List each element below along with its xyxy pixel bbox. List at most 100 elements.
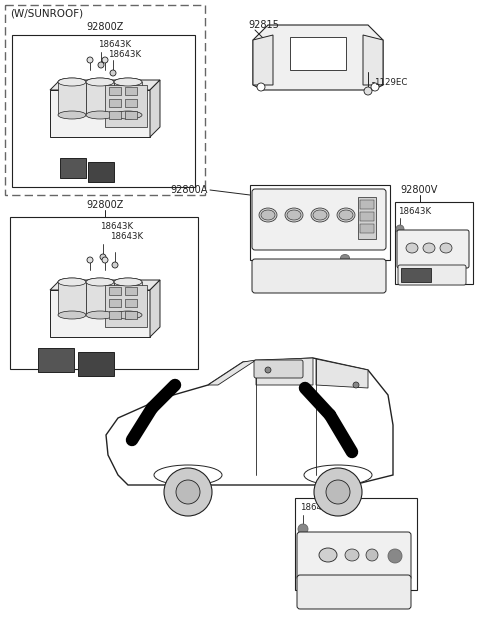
- Ellipse shape: [337, 208, 355, 222]
- Ellipse shape: [319, 548, 337, 562]
- Ellipse shape: [86, 111, 114, 119]
- Ellipse shape: [86, 278, 114, 286]
- Bar: [109, 299, 121, 307]
- Bar: [401, 268, 431, 282]
- Bar: [395, 202, 473, 284]
- Bar: [105, 285, 147, 327]
- Text: 92815: 92815: [248, 20, 279, 30]
- Ellipse shape: [58, 278, 86, 286]
- Circle shape: [176, 480, 200, 504]
- Ellipse shape: [261, 210, 275, 220]
- Bar: [10, 217, 198, 369]
- Text: 92800Z: 92800Z: [86, 22, 124, 32]
- Bar: [58, 282, 86, 315]
- Polygon shape: [316, 359, 368, 388]
- Ellipse shape: [114, 278, 142, 286]
- Bar: [60, 158, 86, 178]
- Bar: [88, 162, 114, 182]
- Ellipse shape: [86, 78, 114, 86]
- Bar: [105, 85, 147, 127]
- Circle shape: [314, 468, 362, 516]
- Text: 18643K: 18643K: [108, 50, 141, 59]
- Bar: [50, 90, 150, 137]
- Ellipse shape: [313, 210, 327, 220]
- Ellipse shape: [86, 311, 114, 319]
- Bar: [78, 352, 114, 376]
- Ellipse shape: [58, 78, 86, 86]
- Circle shape: [110, 70, 116, 76]
- Ellipse shape: [423, 243, 435, 253]
- Bar: [109, 311, 121, 319]
- Bar: [125, 287, 137, 295]
- Bar: [360, 224, 374, 233]
- Circle shape: [353, 382, 359, 388]
- Ellipse shape: [154, 465, 222, 485]
- Bar: [86, 82, 114, 115]
- Ellipse shape: [287, 210, 301, 220]
- Ellipse shape: [86, 78, 114, 86]
- Text: 18643K: 18643K: [98, 40, 131, 49]
- Ellipse shape: [58, 278, 86, 286]
- FancyBboxPatch shape: [398, 265, 466, 285]
- Ellipse shape: [345, 549, 359, 561]
- Bar: [295, 498, 417, 590]
- Text: 92800A: 92800A: [170, 185, 208, 195]
- Ellipse shape: [114, 111, 142, 119]
- FancyBboxPatch shape: [297, 575, 411, 609]
- Polygon shape: [150, 80, 160, 137]
- Ellipse shape: [58, 78, 86, 86]
- Ellipse shape: [114, 311, 142, 319]
- Bar: [360, 212, 374, 221]
- Polygon shape: [208, 360, 256, 385]
- Bar: [358, 197, 376, 239]
- Ellipse shape: [304, 465, 372, 485]
- Circle shape: [298, 524, 308, 534]
- Circle shape: [98, 62, 104, 68]
- Ellipse shape: [114, 78, 142, 86]
- Text: (W/SUNROOF): (W/SUNROOF): [10, 8, 83, 18]
- Polygon shape: [50, 80, 160, 90]
- Text: 92810L: 92810L: [322, 480, 358, 490]
- Bar: [360, 200, 374, 209]
- Ellipse shape: [86, 278, 114, 286]
- Ellipse shape: [339, 210, 353, 220]
- Bar: [109, 111, 121, 119]
- Ellipse shape: [285, 208, 303, 222]
- Bar: [38, 348, 74, 372]
- Ellipse shape: [58, 311, 86, 319]
- Circle shape: [265, 367, 271, 373]
- Circle shape: [87, 57, 93, 63]
- Bar: [125, 299, 137, 307]
- Text: 18643K: 18643K: [398, 207, 431, 216]
- Circle shape: [257, 83, 265, 91]
- Polygon shape: [50, 280, 160, 290]
- Ellipse shape: [114, 278, 142, 286]
- Text: 92800V: 92800V: [400, 185, 437, 195]
- Text: 92800Z: 92800Z: [86, 200, 124, 210]
- Ellipse shape: [259, 208, 277, 222]
- Bar: [290, 37, 346, 70]
- FancyBboxPatch shape: [252, 259, 386, 293]
- Text: 18643K: 18643K: [110, 232, 143, 241]
- FancyBboxPatch shape: [297, 532, 411, 580]
- Circle shape: [371, 83, 379, 91]
- Bar: [109, 87, 121, 95]
- Circle shape: [396, 225, 404, 233]
- Bar: [109, 99, 121, 107]
- Circle shape: [388, 549, 402, 563]
- Circle shape: [112, 262, 118, 268]
- Circle shape: [102, 257, 108, 263]
- Ellipse shape: [340, 254, 349, 262]
- Circle shape: [102, 57, 108, 63]
- Circle shape: [87, 257, 93, 263]
- Ellipse shape: [311, 208, 329, 222]
- Bar: [114, 282, 142, 315]
- Text: 1129EC: 1129EC: [374, 78, 408, 87]
- Ellipse shape: [58, 111, 86, 119]
- Polygon shape: [253, 35, 273, 85]
- Circle shape: [326, 480, 350, 504]
- Circle shape: [100, 254, 106, 260]
- Bar: [125, 87, 137, 95]
- Bar: [12, 35, 195, 187]
- Polygon shape: [256, 358, 313, 385]
